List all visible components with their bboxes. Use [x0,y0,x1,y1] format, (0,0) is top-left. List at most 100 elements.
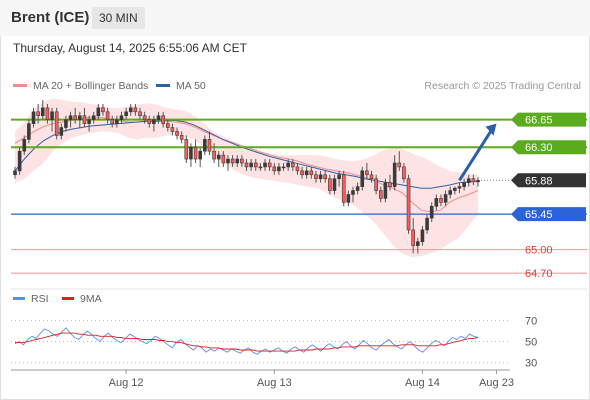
candle-body [22,139,27,152]
candle-body [189,146,193,160]
candle-body [341,174,346,203]
candle-body [31,111,36,124]
candle-body [272,166,277,172]
rsi-tick-label: 30 [525,358,537,370]
candle-body [411,229,415,246]
candle-body [253,162,258,168]
candle-body [133,107,138,113]
candle-body [128,107,133,113]
header-bar: Brent (ICE) 30 MIN [0,0,590,36]
x-tick-label: Aug 23 [479,377,514,389]
forecast-arrow-shaft [458,127,494,182]
candle-body [87,119,91,124]
candle-body [59,127,64,136]
candle-body [281,166,286,169]
candle-body [425,217,429,231]
candle-body [383,182,388,199]
candle-body [78,115,82,120]
candle-body [286,162,290,168]
candle-body [402,166,406,180]
candle-body [346,194,351,203]
candle-body [240,158,244,164]
candle-body [64,119,68,128]
candle-body [318,174,323,180]
candle-body [337,174,341,180]
candle-body [101,107,105,113]
level-label: 65.00 [525,245,553,257]
candle-body [267,162,272,168]
candle-body [179,135,184,140]
ma9-label: 9MA [80,293,102,305]
candle-body [198,150,202,160]
candle-body [184,139,189,160]
candle-body [360,170,365,187]
candle-body [355,186,360,191]
candle-body [73,115,77,120]
level-tag-pivot [511,207,586,222]
legend-rsi: RSI [13,293,49,305]
candle-body [96,107,101,117]
credit-text: Research © 2025 Trading Central [424,80,581,92]
candle-body [332,178,337,191]
candle-body [466,178,471,183]
candle-body [304,170,309,176]
candle-body [448,190,453,195]
candle-body [249,162,253,168]
candle-body [244,162,249,168]
candle-body [374,178,378,191]
candle-body [207,139,212,152]
legend-ma50: MA 50 [156,80,206,92]
forecast-arrow-head [485,123,497,136]
level-label: 65.45 [525,209,553,221]
candle-body [300,170,304,176]
candle-body [314,174,318,180]
candle-body [263,162,267,168]
candle-body [420,229,425,243]
ma50-line [14,120,479,189]
bollinger-swatch [13,83,27,87]
candle-body [36,111,40,117]
candle-body [328,178,332,191]
level-tag-resistance [511,112,586,127]
candle-body [235,158,240,164]
candle-body [115,119,119,124]
candle-body [40,107,45,117]
candle-body [392,162,397,187]
candle-body [471,178,476,183]
candle-body [416,241,420,246]
legend-bollinger: MA 20 + Bollinger Bands [13,80,148,92]
candle-body [226,158,230,164]
level-tag-resistance [511,140,586,155]
candle-body [397,162,402,168]
candle-body [91,115,96,120]
ma50-label: MA 50 [176,80,206,92]
candle-body [142,115,147,120]
candle-body [290,162,295,168]
candle-body [295,166,300,172]
candle-body [152,119,156,124]
candle-body [119,115,124,120]
candle-body [216,154,221,160]
candle-body [138,111,142,117]
candle-body [203,139,207,152]
candle-body [462,182,466,187]
candle-body [476,179,480,183]
candle-body [378,190,383,199]
candle-body [277,166,281,172]
candle-body [212,150,216,160]
level-label: 65.88 [525,175,553,187]
ma50-swatch [156,83,170,87]
candle-body [369,174,374,180]
interval-button[interactable]: 30 MIN [92,7,145,29]
x-tick-label: Aug 12 [109,377,144,389]
candle-body [443,194,448,203]
rsi-tick-label: 50 [525,337,537,349]
rsi-tick-label: 70 [525,315,537,327]
ma9-line [15,332,479,352]
candle-body [365,170,369,176]
candle-body [406,178,411,231]
candle-body [13,170,17,176]
candle-body [193,146,198,160]
candle-body [27,123,31,140]
